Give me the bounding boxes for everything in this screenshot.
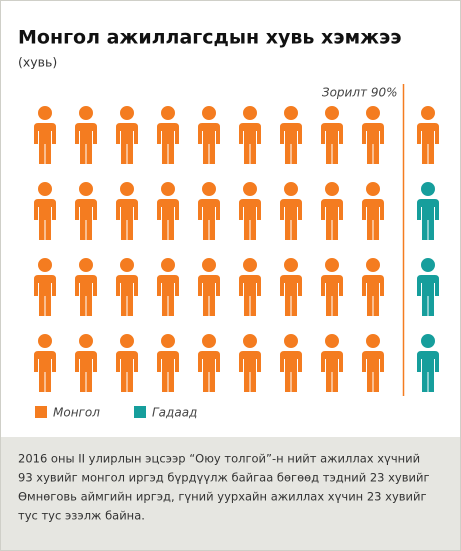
person-icon bbox=[116, 106, 138, 164]
person-icon bbox=[280, 334, 302, 392]
person-icon bbox=[321, 258, 343, 316]
person-icon bbox=[116, 182, 138, 240]
person-icon bbox=[417, 334, 439, 392]
person-icon bbox=[198, 182, 220, 240]
person-icon bbox=[362, 258, 384, 316]
person-icon bbox=[75, 182, 97, 240]
person-icon bbox=[157, 334, 179, 392]
person-icon bbox=[157, 106, 179, 164]
person-icon bbox=[157, 258, 179, 316]
person-icon bbox=[280, 258, 302, 316]
person-icon bbox=[239, 334, 261, 392]
person-icon bbox=[239, 258, 261, 316]
person-icon bbox=[417, 258, 439, 316]
person-icon bbox=[34, 182, 56, 240]
person-icon bbox=[362, 106, 384, 164]
person-icon bbox=[362, 334, 384, 392]
legend-label: Гадаад bbox=[152, 406, 197, 420]
caption-box bbox=[1, 437, 460, 550]
person-icon bbox=[157, 182, 179, 240]
person-icon bbox=[75, 258, 97, 316]
person-icon bbox=[198, 258, 220, 316]
person-icon bbox=[417, 182, 439, 240]
person-icon bbox=[321, 182, 343, 240]
person-icon bbox=[34, 106, 56, 164]
person-icon bbox=[239, 106, 261, 164]
legend-label: Монгол bbox=[53, 406, 100, 420]
chart-subtitle: (хувь) bbox=[18, 55, 57, 70]
person-icon bbox=[280, 182, 302, 240]
person-icon bbox=[34, 334, 56, 392]
person-icon bbox=[321, 334, 343, 392]
person-icon bbox=[198, 334, 220, 392]
person-icon bbox=[417, 106, 439, 164]
legend-swatch bbox=[35, 406, 47, 418]
caption-line: 2016 оны II улирлын эцсээр “Оюу толгой”-… bbox=[18, 452, 420, 466]
caption-line: тус тус эзэлж байна. bbox=[18, 509, 145, 523]
person-icon bbox=[75, 334, 97, 392]
person-icon bbox=[34, 258, 56, 316]
person-icon bbox=[116, 334, 138, 392]
person-icon bbox=[280, 106, 302, 164]
person-icon bbox=[116, 258, 138, 316]
caption-line: 93 хувийг монгол иргэд бүрдүүлж байгаа б… bbox=[18, 471, 430, 485]
person-icon bbox=[239, 182, 261, 240]
person-icon bbox=[198, 106, 220, 164]
legend-swatch bbox=[134, 406, 146, 418]
person-icon bbox=[321, 106, 343, 164]
caption-line: Өмнөговь аймгийн иргэд, гүний уурхайн аж… bbox=[18, 490, 427, 504]
chart-title: Монгол ажиллагсдын хувь хэмжээ bbox=[18, 27, 402, 49]
target-label: Зорилт 90% bbox=[322, 86, 398, 100]
person-icon bbox=[362, 182, 384, 240]
person-icon bbox=[75, 106, 97, 164]
